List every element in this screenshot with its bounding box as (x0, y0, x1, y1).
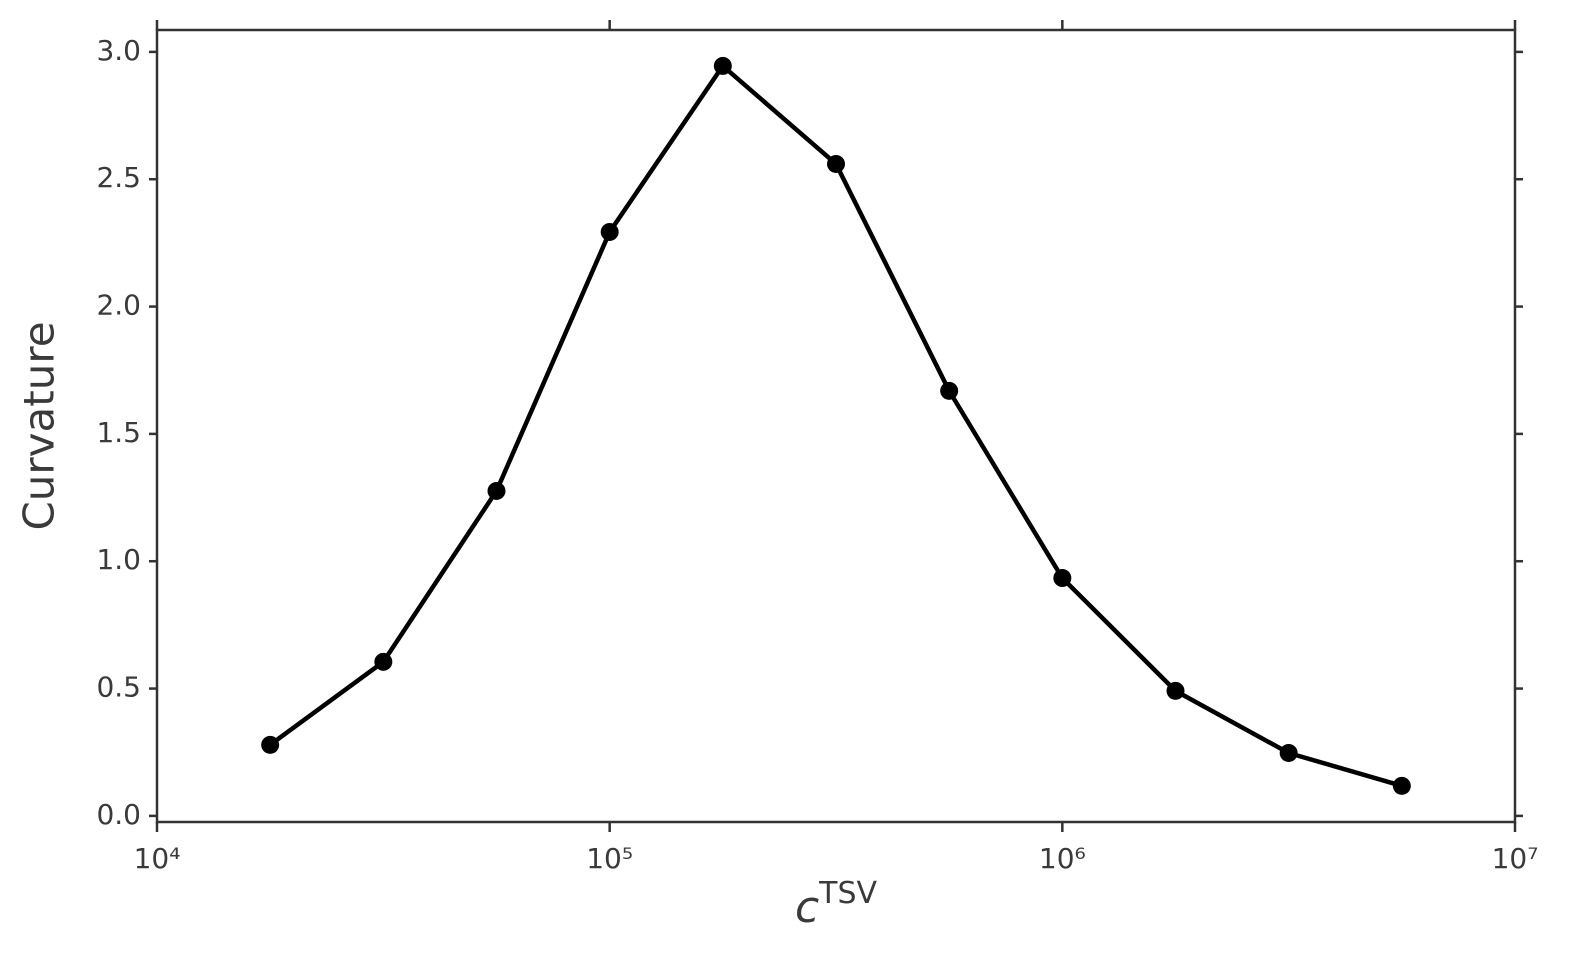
y-axis-label: Curvature (15, 321, 64, 530)
x-tick-label: 10⁵ (586, 842, 633, 875)
x-axis-label-base: c (795, 882, 819, 933)
marker (940, 381, 959, 400)
marker (827, 154, 846, 173)
marker (600, 222, 619, 241)
x-tick-label: 10⁴ (134, 842, 181, 875)
marker (261, 735, 280, 754)
marker (1279, 743, 1298, 762)
marker (1053, 569, 1072, 588)
y-tick-label: 1.0 (96, 543, 141, 576)
line (268, 63, 1403, 788)
x-axis-label: cTSV (795, 876, 878, 934)
y-tick-label: 3.0 (96, 34, 141, 67)
y-tick-label: 2.0 (96, 289, 141, 322)
marker (1166, 681, 1185, 700)
marker (487, 481, 506, 500)
y-tick-label: 1.5 (96, 416, 141, 449)
marker (713, 56, 732, 75)
x-tick-label: 10⁷ (1492, 842, 1539, 875)
y-tick-label: 2.5 (96, 161, 141, 194)
y-tick-label: 0.5 (96, 671, 141, 704)
y-tick-label: 0.0 (96, 798, 141, 831)
marker (1392, 776, 1411, 795)
marker (374, 652, 393, 671)
x-axis-label-superscript: TSV (818, 876, 877, 911)
x-tick-label: 10⁶ (1039, 842, 1086, 875)
plot-frame (155, 28, 1517, 824)
